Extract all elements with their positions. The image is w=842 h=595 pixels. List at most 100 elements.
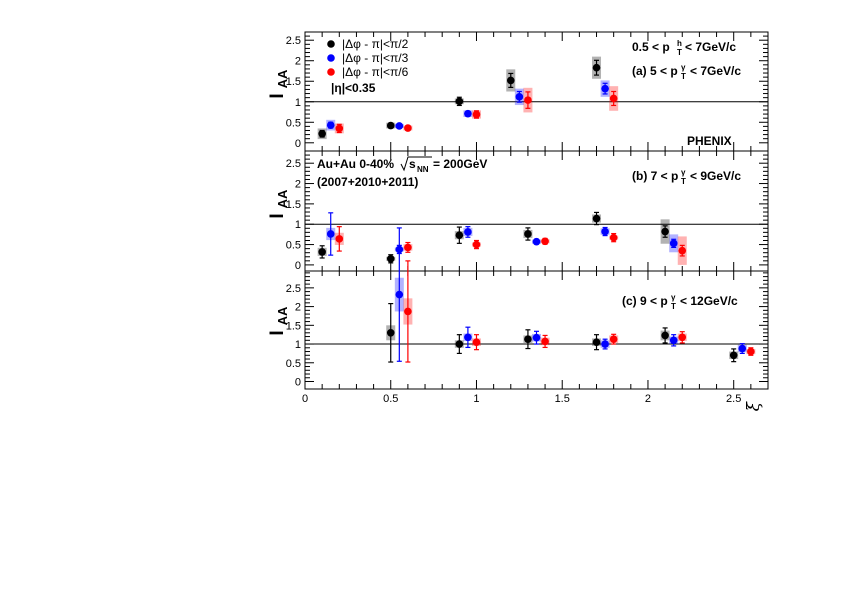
y-tick-label-b: 1: [295, 219, 301, 231]
data-point-blue-a: [464, 109, 472, 118]
data-point-blue-b: [326, 230, 335, 238]
legend: |Δφ - π|<π/2 |Δφ - π|<π/3 |Δφ - π|<π/6 |…: [327, 37, 409, 95]
chart-marks: 0 0.5 1 1.5 2 2.5 0 0.5 1 1.5 2 2.5 0 0.5 1 1.5 2 2.5 0 0.5…: [286, 32, 769, 405]
panel-b-sub: T: [681, 177, 686, 186]
data-point-black-c: [386, 329, 395, 337]
data-point-black-b: [661, 227, 669, 236]
legend-label-red: |Δφ - π|<π/6: [342, 65, 409, 79]
panel-a-sub: T: [681, 72, 686, 81]
data-point-blue-c: [669, 336, 678, 345]
panel-b-label: (b) 7 < p γ T < 9GeV/c: [632, 168, 741, 186]
data-point-black-b: [592, 214, 601, 223]
data-point-red-c: [541, 337, 549, 346]
sqrt-symbol: [400, 156, 432, 172]
data-point-blue-c: [395, 290, 404, 299]
data-point-red-c: [472, 338, 481, 346]
data-point-red-b: [541, 237, 549, 246]
y-axis-title-b: I AA: [267, 189, 290, 219]
data-point-black-a: [506, 76, 515, 85]
y-tick-label-a: 1.5: [286, 76, 301, 88]
y-axis-title-c: I AA: [267, 306, 290, 336]
panel-c-sup: γ: [671, 293, 676, 302]
svg-text:0.5 < p: 0.5 < p: [632, 40, 670, 54]
years-label: (2007+2010+2011): [317, 175, 418, 189]
data-point-red-b: [472, 240, 481, 249]
eta-cut-label: |η|<0.35: [331, 81, 376, 95]
data-point-red-a: [335, 124, 344, 133]
data-point-red-a: [472, 110, 481, 119]
y-tick-label-c: 0.5: [286, 358, 301, 370]
y-tick-label-a: 1: [295, 97, 301, 109]
data-point-black-b: [524, 230, 532, 238]
data-point-red-a: [609, 94, 618, 103]
y-axis-title-main: I: [267, 93, 288, 98]
y-tick-label-b: 0: [295, 260, 301, 272]
data-point-black-b: [455, 231, 464, 240]
x-tick-label: 1.5: [555, 393, 570, 405]
legend-label-blue: |Δφ - π|<π/3: [342, 51, 409, 65]
y-axis-title-sub: AA: [275, 69, 290, 88]
panel-c-sub: T: [671, 302, 676, 311]
pt-h-suffix: < 7GeV/c: [685, 40, 736, 54]
data-point-blue-c: [738, 344, 747, 353]
y-tick-label-a: 0: [295, 138, 301, 150]
panel-c-prefix: (c) 9 < p: [622, 294, 668, 308]
data-point-blue-b: [669, 239, 678, 248]
pt-h-prefix: 0.5 < p: [632, 40, 670, 54]
x-tick-label: 0.5: [383, 393, 398, 405]
data-point-blue-a: [395, 122, 404, 130]
panel-a-prefix: (a) 5 < p: [632, 64, 678, 78]
legend-label-black: |Δφ - π|<π/2: [342, 37, 409, 51]
panel-c-label: (c) 9 < p γ T < 12GeV/c: [622, 293, 738, 311]
data-point-blue-c: [464, 333, 472, 342]
energy-value: = 200GeV: [433, 157, 487, 171]
y-tick-label-c: 2.5: [286, 283, 301, 295]
collision-system-label: Au+Au 0-40% s NN = 200GeV: [317, 156, 487, 174]
panel-b-prefix: (b) 7 < p: [632, 169, 678, 183]
y-axis-title-sub: AA: [275, 306, 290, 325]
data-point-blue-a: [601, 84, 609, 93]
data-point-red-a: [524, 96, 532, 104]
x-axis-title: ξ: [744, 400, 764, 411]
data-point-black-a: [318, 129, 326, 138]
data-point-red-c: [404, 307, 412, 316]
data-point-blue-a: [326, 121, 335, 129]
data-point-black-a: [386, 121, 395, 130]
y-tick-label-c: 1: [295, 339, 301, 351]
data-point-black-c: [455, 340, 464, 348]
data-point-black-a: [455, 97, 464, 106]
y-tick-label-c: 1.5: [286, 320, 301, 332]
data-point-red-c: [609, 335, 618, 343]
data-point-blue-b: [532, 237, 541, 246]
data-point-red-b: [335, 235, 344, 243]
system-text: Au+Au 0-40%: [317, 157, 394, 171]
legend-marker-red: [327, 68, 335, 76]
x-tick-label: 2: [645, 393, 651, 405]
x-tick-label: 0: [302, 393, 308, 405]
data-point-blue-a: [515, 93, 524, 101]
data-point-red-a: [404, 124, 412, 132]
data-point-red-c: [678, 333, 687, 342]
y-tick-label-a: 0.5: [286, 117, 301, 129]
panel-b-sup: γ: [681, 168, 686, 177]
x-tick-label: 2.5: [726, 393, 741, 405]
data-point-black-c: [661, 331, 669, 340]
y-axis-title-main: I: [267, 330, 288, 335]
pt-h-label: 0.5 < p h T < 7GeV/c: [632, 39, 736, 57]
y-tick-label-a: 2: [295, 56, 301, 68]
data-point-red-b: [404, 243, 412, 252]
data-point-black-c: [729, 351, 738, 360]
data-point-black-b: [386, 254, 395, 263]
y-tick-label-b: 2: [295, 179, 301, 191]
data-point-black-a: [592, 63, 601, 72]
data-point-red-b: [678, 246, 687, 255]
energy-s: s: [409, 157, 416, 171]
y-tick-label-a: 2.5: [286, 35, 301, 47]
panel-c-frame: [304, 270, 769, 390]
experiment-label: PHENIX: [687, 134, 732, 148]
data-point-blue-b: [464, 228, 472, 236]
data-point-blue-b: [601, 227, 609, 236]
data-point-red-b: [609, 233, 618, 242]
data-point-red-c: [747, 347, 755, 356]
